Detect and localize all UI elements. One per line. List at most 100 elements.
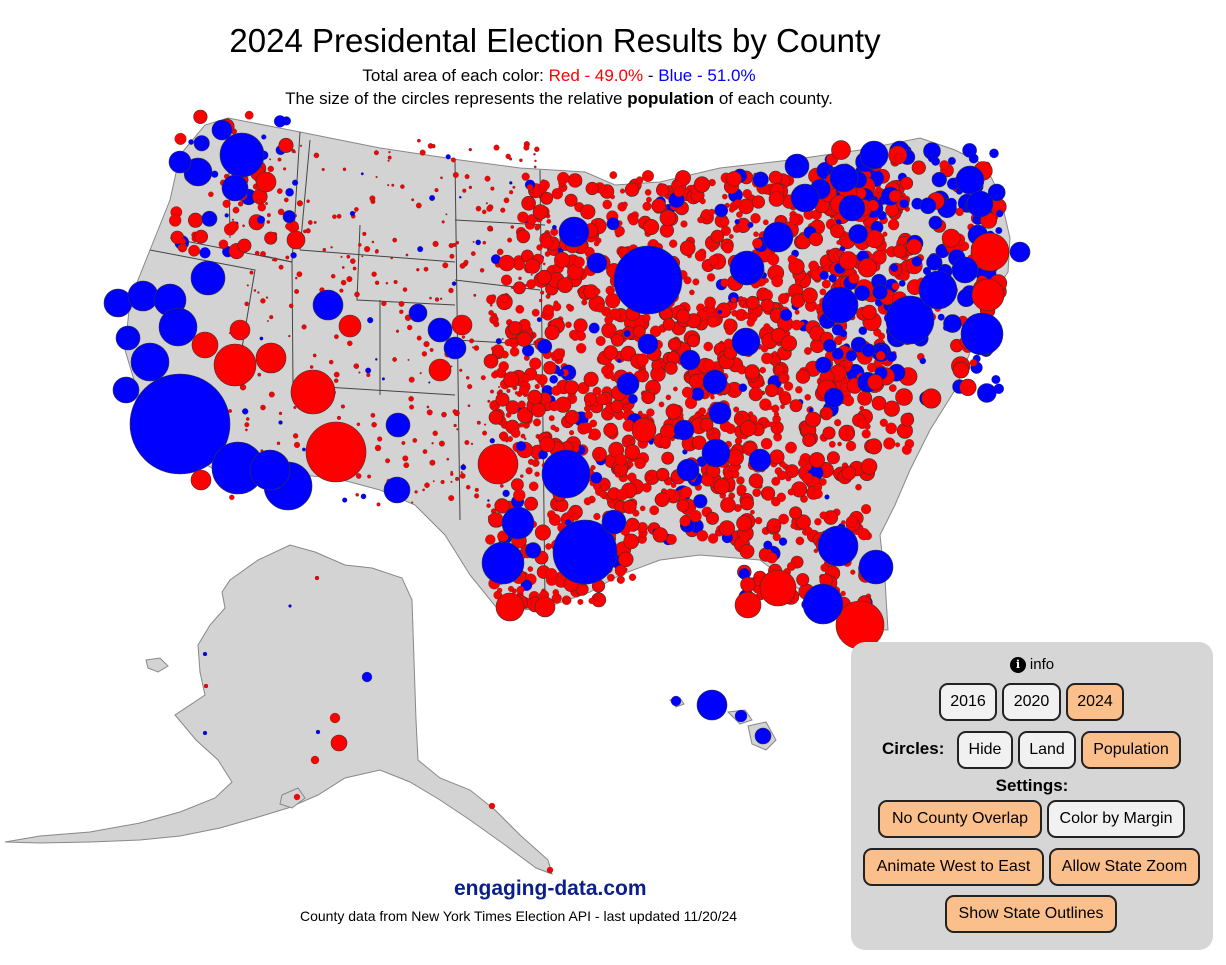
county-circle[interactable] xyxy=(808,260,819,272)
major-county-circle[interactable] xyxy=(701,438,731,468)
county-circle[interactable] xyxy=(513,258,526,271)
county-dot[interactable] xyxy=(432,240,439,247)
county-circle[interactable] xyxy=(928,215,943,230)
county-dot[interactable] xyxy=(467,404,471,408)
major-county-circle[interactable] xyxy=(885,295,935,345)
county-dot[interactable] xyxy=(271,259,274,262)
county-circle[interactable] xyxy=(567,509,575,517)
county-circle[interactable] xyxy=(684,396,698,409)
county-circle[interactable] xyxy=(531,402,546,418)
county-circle[interactable] xyxy=(662,317,676,331)
county-circle[interactable] xyxy=(554,251,571,268)
county-circle[interactable] xyxy=(720,497,736,513)
major-county-circle[interactable] xyxy=(127,280,159,312)
county-dot[interactable] xyxy=(246,284,249,287)
county-circle[interactable] xyxy=(623,407,629,413)
county-circle[interactable] xyxy=(845,440,857,452)
county-circle[interactable] xyxy=(550,424,556,431)
county-circle[interactable] xyxy=(658,401,665,408)
county-circle[interactable] xyxy=(535,223,541,230)
county-dot[interactable] xyxy=(374,444,382,452)
county-circle[interactable] xyxy=(762,489,774,501)
county-circle[interactable] xyxy=(861,504,872,515)
county-circle[interactable] xyxy=(713,478,730,495)
county-circle[interactable] xyxy=(495,392,510,407)
county-circle[interactable] xyxy=(673,386,678,392)
county-circle[interactable] xyxy=(823,387,844,408)
county-dot[interactable] xyxy=(381,377,385,381)
county-dot[interactable] xyxy=(381,300,387,307)
county-circle[interactable] xyxy=(536,317,542,323)
county-dot[interactable] xyxy=(414,490,418,494)
county-circle[interactable] xyxy=(722,193,728,200)
county-circle[interactable] xyxy=(628,394,638,404)
county-circle[interactable] xyxy=(791,319,803,331)
county-circle[interactable] xyxy=(188,212,204,228)
county-circle[interactable] xyxy=(505,412,512,418)
county-circle[interactable] xyxy=(590,465,596,471)
major-county-circle[interactable] xyxy=(708,401,732,425)
county-circle[interactable] xyxy=(498,254,515,272)
major-county-circle[interactable] xyxy=(288,604,292,608)
county-circle[interactable] xyxy=(993,383,1004,394)
county-circle[interactable] xyxy=(798,458,807,468)
major-county-circle[interactable] xyxy=(951,256,979,284)
county-circle[interactable] xyxy=(584,405,591,413)
county-dot[interactable] xyxy=(432,480,435,483)
circles-land-button[interactable]: Land xyxy=(1018,731,1076,769)
county-circle[interactable] xyxy=(926,254,943,271)
info-label[interactable]: info xyxy=(1029,656,1055,673)
county-dot[interactable] xyxy=(260,251,266,257)
county-circle[interactable] xyxy=(778,373,788,384)
county-circle[interactable] xyxy=(637,410,643,416)
county-circle[interactable] xyxy=(261,134,267,140)
county-circle[interactable] xyxy=(580,422,592,434)
county-circle[interactable] xyxy=(588,428,601,441)
county-circle[interactable] xyxy=(533,418,541,427)
county-circle[interactable] xyxy=(826,451,840,465)
county-dot[interactable] xyxy=(328,359,334,365)
county-circle[interactable] xyxy=(795,536,805,546)
county-dot[interactable] xyxy=(487,226,492,231)
county-dot[interactable] xyxy=(257,372,262,377)
county-dot[interactable] xyxy=(475,239,481,246)
county-dot[interactable] xyxy=(401,441,406,445)
county-circle[interactable] xyxy=(592,386,602,396)
county-circle[interactable] xyxy=(510,428,521,438)
county-dot[interactable] xyxy=(445,154,451,160)
county-circle[interactable] xyxy=(624,182,640,197)
county-dot[interactable] xyxy=(462,188,467,193)
county-dot[interactable] xyxy=(530,273,533,276)
county-dot[interactable] xyxy=(442,262,449,269)
county-circle[interactable] xyxy=(772,361,778,367)
county-dot[interactable] xyxy=(265,202,268,205)
major-county-circle[interactable] xyxy=(702,369,728,395)
county-circle[interactable] xyxy=(557,171,570,185)
major-county-circle[interactable] xyxy=(731,327,761,357)
county-circle[interactable] xyxy=(593,401,599,407)
county-circle[interactable] xyxy=(525,467,533,475)
county-dot[interactable] xyxy=(265,296,269,299)
county-circle[interactable] xyxy=(573,256,585,268)
county-circle[interactable] xyxy=(607,573,615,582)
county-circle[interactable] xyxy=(738,296,744,302)
major-county-circle[interactable] xyxy=(759,569,797,607)
county-circle[interactable] xyxy=(511,478,524,492)
county-circle[interactable] xyxy=(919,357,927,365)
county-circle[interactable] xyxy=(646,196,652,203)
county-circle[interactable] xyxy=(699,417,714,432)
county-circle[interactable] xyxy=(661,451,675,465)
county-circle[interactable] xyxy=(733,199,742,207)
county-circle[interactable] xyxy=(201,210,218,227)
major-county-circle[interactable] xyxy=(670,695,682,707)
county-circle[interactable] xyxy=(699,198,706,205)
county-circle[interactable] xyxy=(767,253,780,266)
county-circle[interactable] xyxy=(819,288,827,296)
county-circle[interactable] xyxy=(722,242,734,254)
county-circle[interactable] xyxy=(701,474,714,487)
major-county-circle[interactable] xyxy=(754,727,772,745)
major-county-circle[interactable] xyxy=(305,421,367,483)
county-dot[interactable] xyxy=(278,264,284,270)
major-county-circle[interactable] xyxy=(293,793,301,801)
county-circle[interactable] xyxy=(911,257,920,266)
